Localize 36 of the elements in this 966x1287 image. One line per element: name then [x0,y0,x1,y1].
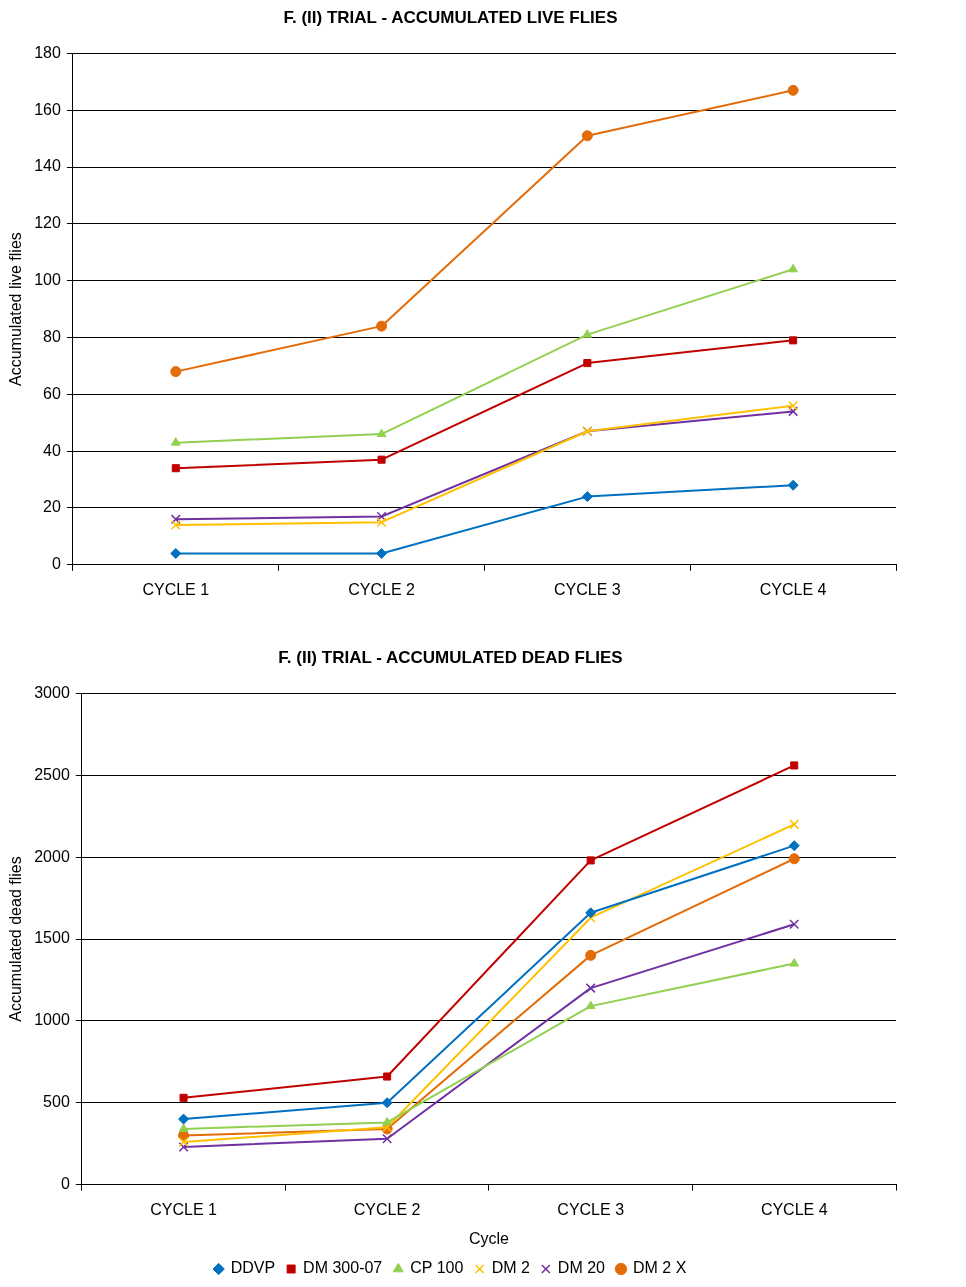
y-tick-label: 1000 [34,1011,70,1029]
x-tick-label: CYCLE 3 [553,580,621,598]
y-tick-label: 0 [60,1175,70,1193]
x-tick-label: CYCLE 2 [353,1200,421,1218]
y-tick-label: 140 [34,157,61,175]
chart-title: F. (II) TRIAL - ACCUMULATED LIVE FLIES [283,7,618,27]
x-tick-label: CYCLE 2 [348,580,415,598]
y-axis-title: Accumulated live flies [7,232,25,387]
y-tick-label: 180 [34,43,61,61]
x-tick-label: CYCLE 1 [150,1200,218,1218]
y-tick-label: 80 [43,327,61,345]
x-tick-label: CYCLE 1 [142,580,210,598]
y-tick-label: 100 [34,271,61,289]
y-tick-label: 2500 [34,765,70,783]
legend-label: DM 2 [491,1259,530,1277]
y-tick-label: 160 [34,100,61,118]
y-axis-title: Accumulated dead flies [7,856,25,1022]
legend-label: DM 300-07 [303,1259,383,1277]
y-tick-label: 20 [43,498,61,516]
y-tick-label: 500 [43,1093,70,1111]
y-tick-label: 0 [51,555,61,573]
y-tick-label: 1500 [34,929,70,947]
x-tick-label: CYCLE 4 [760,1200,828,1218]
x-tick-label: CYCLE 3 [557,1200,625,1218]
x-axis-title: Cycle [468,1229,509,1247]
legend-label: DDVP [230,1259,276,1277]
x-tick-label: CYCLE 4 [759,580,827,598]
y-tick-label: 120 [34,214,61,232]
legend-label: DM 20 [557,1259,606,1277]
legend-label: DM 2 X [632,1259,687,1277]
legend-label: CP 100 [410,1259,464,1277]
y-tick-label: 60 [43,384,61,402]
y-tick-label: 40 [43,441,61,459]
y-tick-label: 2000 [34,847,70,865]
chart-title: F. (II) TRIAL - ACCUMULATED DEAD FLIES [278,647,623,667]
y-tick-label: 3000 [34,683,70,701]
